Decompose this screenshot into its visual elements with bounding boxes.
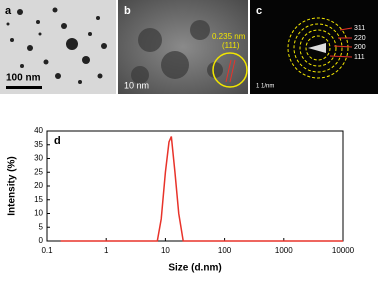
panel-label: b [124,5,131,17]
scale-label: 100 nm [6,73,41,84]
panel-label: d [54,135,61,147]
ring-label: 220 [354,35,366,42]
spacing-label: 0.235 nm [212,32,246,41]
highlight-circle [212,52,248,88]
plane-label: (111) [222,41,240,50]
ring-arrows [329,27,353,58]
ring-label: 311 [354,25,365,32]
y-tick-label: 40 [34,126,43,135]
beam-stop [308,43,326,53]
panel-d: d Size (d.nm) Intensity (%) 0 5 10 15 20 25 30… [7,126,355,274]
scale-label: 10 nm [124,80,149,90]
fringe [225,59,232,83]
panel-a: a 100 nm [0,0,116,94]
x-axis-label: Size (d.nm) [168,263,221,274]
ring-label: 111 [354,54,365,61]
y-tick-label: 10 [34,209,43,218]
x-tick-label: 100 [218,246,232,255]
panel-label: a [5,5,12,17]
x-tick-label: 0.1 [41,246,53,255]
x-tick-label: 10000 [332,246,355,255]
panel-b: b 0.235 nm (111) 10 nm [118,0,248,94]
y-tick-label: 15 [34,195,43,204]
diffraction-rings [287,17,349,79]
fringe [229,59,236,83]
particles [6,7,107,84]
plot-frame [46,130,344,242]
ring-label: 200 [354,44,366,51]
y-tick-label: 20 [34,181,43,190]
y-tick-label: 5 [39,222,44,231]
y-tick-label: 0 [39,236,44,245]
y-tick-label: 30 [34,154,43,163]
x-tick-label: 1 [104,246,109,255]
panel-c: c 311 220 200 111 1 1/nm [250,0,378,94]
data-line [60,136,343,242]
scale-label: 1 1/nm [256,84,274,90]
y-tick-label: 25 [34,167,43,176]
x-tick-label: 1000 [275,246,293,255]
y-axis-label: Intensity (%) [7,156,18,215]
scale-bar [6,86,42,89]
panel-label: c [256,5,262,17]
y-tick-label: 35 [34,140,43,149]
x-tick-label: 10 [161,246,170,255]
texture [131,20,223,84]
